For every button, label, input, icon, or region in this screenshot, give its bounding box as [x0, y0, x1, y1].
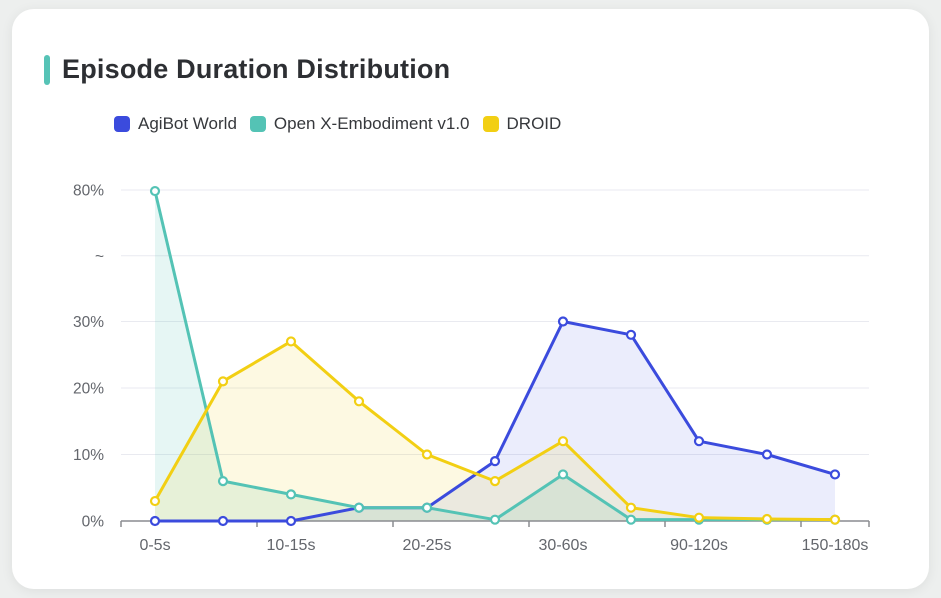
- data-point-droid-8[interactable]: [693, 512, 705, 523]
- y-axis-label-20pct: 20%: [73, 381, 104, 398]
- data-point-droid-10[interactable]: [829, 514, 841, 525]
- data-point-open-x-embodiment-v1-0-7[interactable]: [625, 514, 637, 525]
- data-point-agibot-world-1[interactable]: [217, 515, 229, 527]
- data-point-droid-4[interactable]: [421, 449, 433, 460]
- data-point-open-x-embodiment-v1-0-4[interactable]: [421, 502, 433, 513]
- x-axis-label-150-180s: 150-180s: [802, 537, 869, 554]
- data-point-droid-7[interactable]: [625, 502, 637, 513]
- legend-item-droid[interactable]: DROID: [482, 114, 562, 134]
- data-point-open-x-embodiment-v1-0-0[interactable]: [149, 185, 161, 197]
- y-axis-label-10pct: 10%: [73, 447, 104, 464]
- title-row: Episode Duration Distribution: [44, 54, 450, 85]
- data-point-droid-3[interactable]: [353, 396, 365, 407]
- data-point-droid-5[interactable]: [489, 476, 501, 487]
- data-point-agibot-world-9[interactable]: [761, 449, 773, 460]
- y-axis-label-80pct: 80%: [73, 183, 104, 200]
- data-point-agibot-world-7[interactable]: [625, 329, 637, 340]
- legend-item-agibot-world[interactable]: AgiBot World: [114, 114, 237, 134]
- legend-swatch-open-x-embodiment: [249, 116, 266, 132]
- card: [12, 9, 929, 589]
- x-axis-label-10-15s: 10-15s: [267, 537, 316, 554]
- y-axis-label-0pct: 0%: [82, 514, 105, 531]
- chart-legend: AgiBot World Open X-Embodiment v1.0 DROI…: [114, 114, 561, 134]
- data-point-agibot-world-2[interactable]: [285, 515, 297, 527]
- x-axis-label-20-25s: 20-25s: [403, 537, 452, 554]
- data-point-agibot-world-0[interactable]: [149, 515, 161, 527]
- data-point-droid-1[interactable]: [217, 376, 229, 387]
- series-area-droid: [155, 341, 835, 521]
- data-point-open-x-embodiment-v1-0-2[interactable]: [285, 489, 297, 500]
- legend-item-open-x-embodiment[interactable]: Open X-Embodiment v1.0: [249, 114, 470, 134]
- data-point-agibot-world-8[interactable]: [693, 436, 705, 447]
- x-axis-label-90-120s: 90-120s: [670, 537, 728, 554]
- data-point-open-x-embodiment-v1-0-1[interactable]: [217, 476, 229, 487]
- data-point-droid-9[interactable]: [761, 513, 773, 525]
- legend-swatch-droid: [482, 116, 499, 132]
- data-point-open-x-embodiment-v1-0-5[interactable]: [489, 514, 501, 525]
- data-point-open-x-embodiment-v1-0-3[interactable]: [353, 502, 365, 513]
- x-axis-label-0-5s: 0-5s: [139, 537, 170, 554]
- data-point-droid-2[interactable]: [285, 336, 297, 347]
- series-area-agibot-world: [155, 321, 835, 521]
- x-axis-label-30-60s: 30-60s: [539, 537, 588, 554]
- data-point-open-x-embodiment-v1-0-6[interactable]: [557, 469, 569, 480]
- legend-label-open-x-embodiment: Open X-Embodiment v1.0: [273, 114, 470, 133]
- y-axis-break-symbol: ~: [95, 248, 104, 265]
- data-point-agibot-world-5[interactable]: [489, 456, 501, 467]
- legend-swatch-agibot-world: [114, 116, 130, 132]
- y-axis-label-30pct: 30%: [73, 314, 104, 331]
- legend-label-agibot-world: AgiBot World: [138, 114, 237, 133]
- legend-label-droid: DROID: [506, 114, 562, 133]
- series-area-open-x-embodiment-v1-0: [155, 191, 835, 521]
- title-accent-bar: [44, 54, 50, 85]
- page-title: Episode Duration Distribution: [62, 54, 451, 84]
- data-point-droid-0[interactable]: [149, 495, 161, 507]
- data-point-droid-6[interactable]: [557, 436, 569, 447]
- data-point-agibot-world-10[interactable]: [829, 469, 841, 480]
- data-point-agibot-world-6[interactable]: [557, 316, 569, 327]
